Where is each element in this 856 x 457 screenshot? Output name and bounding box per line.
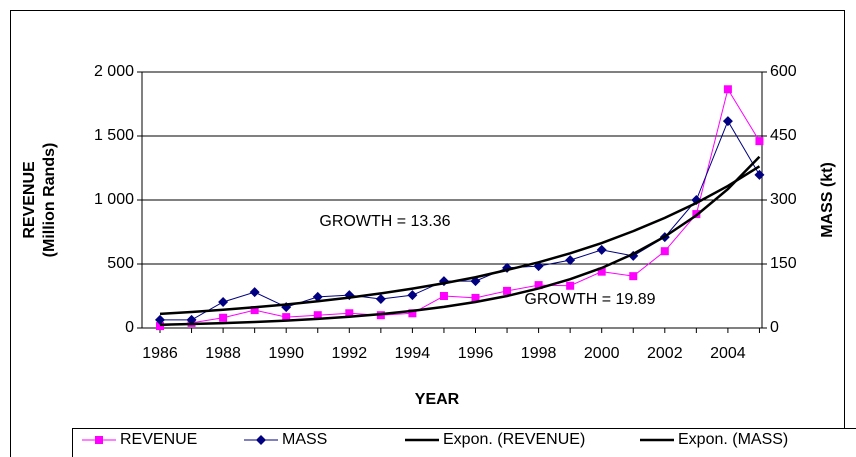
annotation: GROWTH = 13.36 xyxy=(319,213,450,230)
x-axis-title: YEAR xyxy=(415,391,460,408)
point xyxy=(565,255,576,266)
x-tick-label: 1990 xyxy=(268,345,304,362)
point xyxy=(313,311,322,320)
point xyxy=(186,314,197,325)
point xyxy=(250,306,259,315)
y-tick-label: 1 500 xyxy=(94,127,134,144)
legend-label: MASS xyxy=(282,431,327,448)
y2-tick-label: 450 xyxy=(770,127,797,144)
point xyxy=(249,287,260,298)
y-axis-title-line: (Million Rands) xyxy=(41,143,58,258)
legend-label: Expon. (MASS) xyxy=(678,431,788,448)
y-tick-label: 2 000 xyxy=(94,63,134,80)
legend-label: Expon. (REVENUE) xyxy=(443,431,585,448)
point xyxy=(282,313,291,322)
point xyxy=(155,314,165,325)
x-tick-label: 1996 xyxy=(458,345,494,362)
point xyxy=(345,309,354,318)
x-tick-label: 1994 xyxy=(395,345,431,362)
point xyxy=(312,291,323,302)
x-tick-label: 1986 xyxy=(142,345,178,362)
y-axis-title-line: REVENUE xyxy=(21,161,38,239)
y2-tick-label: 600 xyxy=(770,63,797,80)
point xyxy=(660,247,669,256)
trend-line xyxy=(159,155,761,327)
point xyxy=(439,292,448,300)
y2-tick-label: 150 xyxy=(770,255,797,272)
x-tick-label: 2002 xyxy=(647,345,683,362)
annotation: GROWTH = 19.89 xyxy=(524,291,655,308)
y2-axis-title: MASS (kt) xyxy=(819,162,836,238)
point xyxy=(755,137,764,146)
point xyxy=(722,116,733,127)
legend-marker xyxy=(95,436,103,444)
x-tick-label: 2000 xyxy=(584,345,620,362)
point xyxy=(408,309,417,318)
point xyxy=(597,267,606,276)
y-tick-label: 1 000 xyxy=(94,191,134,208)
y-axis-title: REVENUE (Million Rands) xyxy=(21,143,58,258)
legend-marker xyxy=(256,435,266,445)
trend-line xyxy=(159,165,761,316)
point xyxy=(375,293,386,304)
legend-label: REVENUE xyxy=(120,431,197,448)
y-tick-label: 500 xyxy=(107,255,134,272)
x-tick-label: 1988 xyxy=(205,345,241,362)
point xyxy=(218,296,229,307)
x-tick-label: 1998 xyxy=(521,345,557,362)
y-tick-label: 0 xyxy=(125,319,134,336)
y2-tick-label: 0 xyxy=(770,319,779,336)
point xyxy=(629,272,638,281)
point xyxy=(596,244,607,255)
point xyxy=(471,293,480,302)
point xyxy=(407,290,418,301)
point xyxy=(723,85,732,94)
x-tick-label: 2004 xyxy=(710,345,746,362)
series-line xyxy=(159,88,760,327)
point xyxy=(754,169,765,180)
y2-tick-label: 300 xyxy=(770,191,797,208)
legend-box xyxy=(72,428,856,457)
point xyxy=(534,281,543,290)
point xyxy=(219,313,228,322)
point xyxy=(566,281,575,290)
x-tick-label: 1992 xyxy=(332,345,368,362)
point xyxy=(503,286,512,295)
point xyxy=(156,322,164,331)
